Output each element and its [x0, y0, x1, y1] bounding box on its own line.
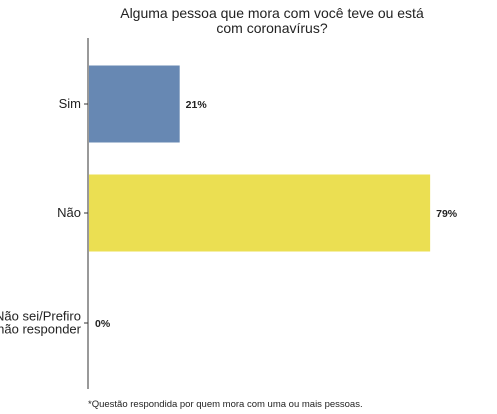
- category-label-2-0: Não sei/Prefiro: [0, 309, 81, 324]
- category-label-0-0: Sim: [59, 96, 81, 111]
- value-label-2: 0%: [95, 318, 111, 330]
- value-label-0: 21%: [186, 99, 208, 111]
- value-labels-group: 21% 79% 0%: [95, 99, 458, 330]
- bars-group: [89, 65, 431, 252]
- bar-1: [89, 174, 431, 252]
- value-label-1: 79%: [436, 208, 458, 220]
- category-label-1-0: Não: [57, 205, 81, 220]
- y-axis-ticks: [84, 103, 88, 324]
- chart-title-line-1: Alguma pessoa que mora com você teve ou …: [120, 5, 424, 21]
- chart-title-line-2: com coronavírus?: [216, 20, 327, 36]
- category-label-2-1: não responder: [0, 322, 82, 337]
- footnote: *Questão respondida por quem mora com um…: [88, 399, 363, 410]
- bar-0: [89, 65, 180, 143]
